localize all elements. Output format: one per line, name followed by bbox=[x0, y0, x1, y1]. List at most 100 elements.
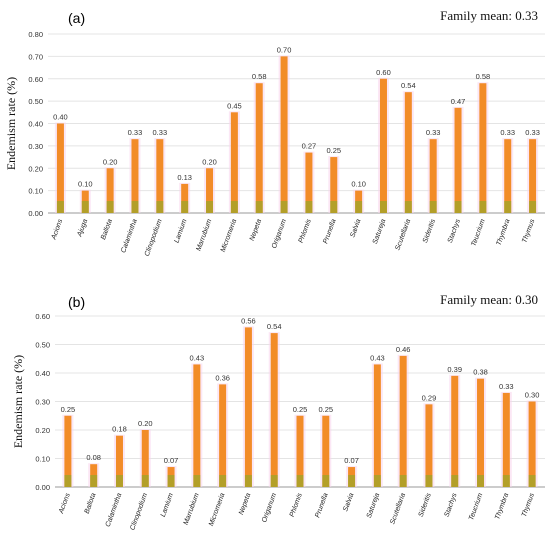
chart-a-bar-accent bbox=[106, 201, 114, 213]
chart-b-category-label: Prunella bbox=[314, 492, 329, 519]
chart-a-category-label: Prunella bbox=[322, 218, 337, 245]
chart-a-value-label: 0.47 bbox=[451, 97, 466, 106]
chart-a-ytick-label: 0.50 bbox=[28, 97, 43, 106]
chart-a-value-label: 0.33 bbox=[153, 128, 168, 137]
chart-b-ylabel: Endemism rate (%) bbox=[11, 355, 25, 448]
chart-a-value-label: 0.33 bbox=[128, 128, 143, 137]
chart-a-value-label: 0.25 bbox=[326, 146, 341, 155]
chart-b-bar bbox=[270, 333, 278, 487]
chart-a-category-label: Satureja bbox=[372, 218, 388, 245]
chart-a-bar bbox=[529, 139, 537, 213]
chart-a-category-label: Teucrium bbox=[470, 218, 486, 247]
chart-b-bar-accent bbox=[90, 475, 98, 487]
chart-a-value-label: 0.20 bbox=[202, 157, 217, 166]
chart-b-bar bbox=[219, 384, 227, 487]
chart-a-bar bbox=[330, 157, 338, 213]
chart-b-category-label: Stachys bbox=[444, 492, 459, 518]
chart-b-category-label: Marrubium bbox=[183, 492, 201, 526]
chart-a-category-label: Lamium bbox=[173, 218, 188, 244]
chart-b-category-label: Nepeta bbox=[238, 492, 252, 516]
chart-b-value-label: 0.39 bbox=[447, 365, 462, 374]
chart-b-category-label: Calamintha bbox=[105, 492, 124, 528]
chart-a-bar bbox=[305, 152, 313, 213]
chart-b-value-label: 0.56 bbox=[241, 316, 256, 325]
chart-b-bar-accent bbox=[348, 475, 356, 487]
chart-b-category-label: Satureja bbox=[366, 492, 382, 519]
chart-a-bar bbox=[206, 168, 214, 213]
chart-a-ytick-label: 0.40 bbox=[28, 120, 43, 129]
chart-b-category-label: Teucrium bbox=[468, 492, 484, 521]
chart-b-bar-accent bbox=[477, 475, 485, 487]
chart-b-value-label: 0.54 bbox=[267, 322, 282, 331]
chart-a-svg: 0.00 0.10 0.20 0.30 0.40 0.50 0.60 0.70 0.80 Ende… bbox=[4, 30, 545, 257]
chart-a-bar bbox=[454, 107, 462, 213]
chart-a-bar bbox=[255, 83, 263, 213]
chart-b-value-label: 0.43 bbox=[370, 353, 385, 362]
chart-a-bar bbox=[429, 139, 437, 213]
chart-a-bar-accent bbox=[404, 201, 412, 213]
chart-a-category-label: Salvia bbox=[349, 218, 362, 238]
chart-panel-b: 0.00 0.10 0.20 0.30 0.40 0.50 0.60 Endemism rat… bbox=[0, 280, 550, 540]
chart-a-bar bbox=[56, 123, 64, 213]
chart-a-value-label: 0.33 bbox=[525, 128, 540, 137]
chart-b-category-label: Micromeria bbox=[208, 492, 226, 527]
chart-b-bar bbox=[115, 435, 123, 487]
chart-b-bar-accent bbox=[399, 475, 407, 487]
chart-b-category-label: Salvia bbox=[342, 492, 355, 512]
chart-b-category-label: Acions bbox=[58, 492, 72, 516]
chart-a-bar-accent bbox=[529, 201, 537, 213]
chart-a-category-label: Acions bbox=[50, 218, 64, 242]
chart-b-bar bbox=[296, 415, 304, 487]
chart-a-category-label: Clinopodium bbox=[144, 218, 164, 257]
chart-a-value-label: 0.27 bbox=[302, 142, 317, 151]
chart-b-category-label: Ballota bbox=[84, 492, 98, 515]
chart-panel-a: 0.00 0.10 0.20 0.30 0.40 0.50 0.60 0.70 0.80 Ende… bbox=[0, 0, 550, 260]
chart-b-bar-accent bbox=[528, 475, 536, 487]
chart-a-bar-accent bbox=[56, 201, 64, 213]
chart-b-ytick-label: 0.10 bbox=[35, 455, 50, 464]
chart-b-bar-accent bbox=[244, 475, 252, 487]
panel-a-family-mean: Family mean: 0.33 bbox=[440, 8, 538, 23]
chart-b-value-label: 0.30 bbox=[525, 391, 540, 400]
chart-b-bar-accent bbox=[373, 475, 381, 487]
chart-b-bar bbox=[193, 364, 201, 487]
chart-b-bar bbox=[322, 415, 330, 487]
chart-a-category-label: Thymus bbox=[521, 218, 536, 244]
chart-a-value-label: 0.13 bbox=[177, 173, 192, 182]
chart-b-category-label: Lamium bbox=[160, 492, 175, 518]
chart-b-bar-accent bbox=[502, 475, 510, 487]
chart-a-value-label: 0.45 bbox=[227, 101, 242, 110]
chart-b-bar bbox=[451, 375, 459, 487]
chart-a-bar-accent bbox=[330, 201, 338, 213]
chart-b-bar bbox=[244, 327, 252, 487]
chart-b-value-label: 0.33 bbox=[499, 382, 514, 391]
chart-a-category-label: Marrubium bbox=[195, 218, 213, 252]
chart-b-bar bbox=[399, 355, 407, 487]
chart-b-ytick-label: 0.60 bbox=[35, 312, 50, 321]
chart-b-ytick-label: 0.20 bbox=[35, 426, 50, 435]
chart-b-value-label: 0.25 bbox=[61, 405, 76, 414]
chart-b-value-label: 0.36 bbox=[215, 373, 230, 382]
chart-b-ytick-label: 0.30 bbox=[35, 398, 50, 407]
chart-a-ytick-label: 0.60 bbox=[28, 75, 43, 84]
chart-a-bar-accent bbox=[280, 201, 288, 213]
chart-b-value-label: 0.07 bbox=[344, 456, 359, 465]
chart-b-ytick-label: 0.40 bbox=[35, 369, 50, 378]
chart-b-value-label: 0.46 bbox=[396, 345, 411, 354]
chart-a-bar-accent bbox=[230, 201, 238, 213]
chart-b-value-label: 0.25 bbox=[293, 405, 308, 414]
chart-b-bar-accent bbox=[270, 475, 278, 487]
chart-a-bar-accent bbox=[479, 201, 487, 213]
chart-b-ytick-label: 0.50 bbox=[35, 341, 50, 350]
chart-a-value-label: 0.33 bbox=[500, 128, 515, 137]
chart-a-ytick-label: 0.80 bbox=[28, 30, 43, 39]
chart-b-ytick-label: 0.00 bbox=[35, 483, 50, 492]
chart-b-bar bbox=[502, 392, 510, 487]
chart-a-bar bbox=[504, 139, 512, 213]
chart-b-category-label: Clinopodium bbox=[129, 492, 149, 531]
chart-a-ytick-label: 0.20 bbox=[28, 164, 43, 173]
chart-b-bar-accent bbox=[115, 475, 123, 487]
chart-a-ylabel: Endemism rate (%) bbox=[4, 77, 18, 170]
chart-a-bar bbox=[379, 78, 387, 213]
chart-a-ytick-label: 0.00 bbox=[28, 209, 43, 218]
